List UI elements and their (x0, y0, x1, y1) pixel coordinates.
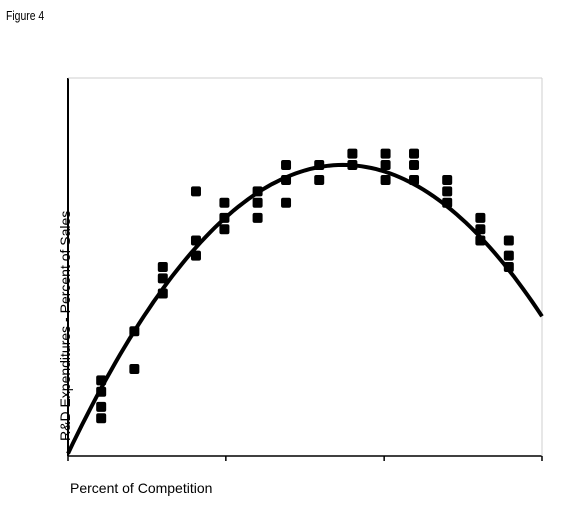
y-axis-label: R&D Expenditures - Percent of Sales (57, 211, 73, 441)
data-point (503, 250, 514, 261)
data-point (157, 262, 168, 272)
data-point (380, 175, 391, 186)
data-point (314, 175, 325, 186)
data-point (190, 186, 201, 197)
data-point (409, 148, 420, 159)
data-point (475, 212, 486, 223)
data-point (442, 175, 453, 186)
data-point (129, 364, 140, 375)
data-point (380, 159, 391, 170)
data-point (157, 273, 168, 284)
data-point (409, 159, 420, 170)
data-point (442, 186, 453, 197)
data-point (281, 197, 292, 208)
plot-frame (67, 77, 543, 457)
data-point (252, 212, 263, 223)
x-axis-label: Percent of Competition (70, 480, 212, 496)
figure-label: Figure 4 (6, 8, 45, 23)
data-point (347, 148, 358, 159)
data-point (96, 413, 107, 424)
trend-curve (66, 162, 544, 455)
x-axis-ticks (67, 456, 543, 461)
data-point (281, 159, 292, 170)
data-point (219, 197, 230, 208)
data-point (503, 235, 514, 246)
data-point (96, 401, 107, 412)
data-point (219, 224, 230, 235)
data-points (96, 148, 514, 424)
data-point (380, 148, 391, 159)
data-point (252, 197, 263, 208)
